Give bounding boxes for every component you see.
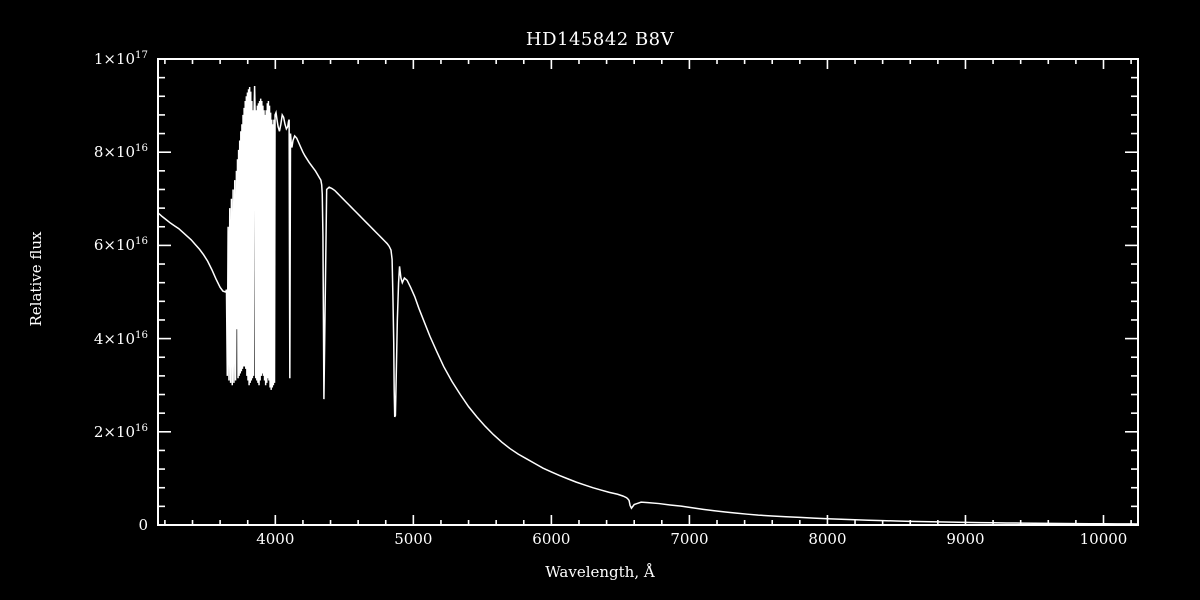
axis-frame [157,58,1139,526]
x-tick-label: 5000 [394,530,433,548]
x-tick-label: 4000 [256,530,295,548]
y-tick-label: 4×1016 [93,329,148,348]
x-tick-label: 10000 [1079,530,1128,548]
tick-marks [158,58,1138,526]
page-title: HD145842 B8V [525,29,675,50]
y-tick-label: 6×1016 [93,236,148,255]
y-tick-label: 1×1017 [93,50,148,68]
x-tick-label: 9000 [946,530,985,548]
y-tick-label: 2×1016 [93,422,148,441]
spectrum-trace [157,86,1139,525]
y-tick-label: 8×1016 [93,143,148,162]
x-axis-title: Wavelength, Å [545,563,655,581]
x-tick-label: 8000 [808,530,847,548]
x-tick-label: 7000 [670,530,709,548]
y-tick-label: 0 [138,516,148,534]
x-tick-label: 6000 [532,530,571,548]
